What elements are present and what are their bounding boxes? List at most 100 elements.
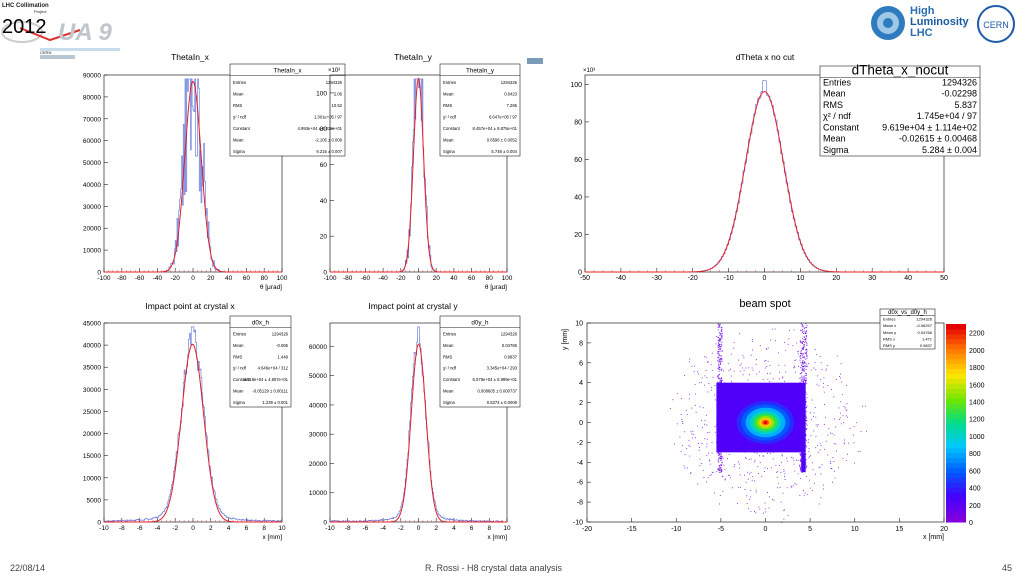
- scatter-dot: [825, 416, 826, 418]
- ua9-logo: LHC Collimation Project CERN UA 9: [0, 0, 160, 62]
- x-tick-label: -4: [155, 525, 161, 532]
- scatter-dot: [819, 356, 821, 358]
- scatter-dot: [680, 414, 682, 415]
- stats-key: Mean: [443, 388, 454, 393]
- scatter-dot: [730, 353, 732, 355]
- band-dot: [719, 350, 721, 352]
- y-tick-label: 8: [579, 340, 583, 347]
- x-tick-label: 0: [417, 275, 421, 282]
- band-dot: [721, 380, 723, 382]
- band-dot: [721, 335, 723, 337]
- scatter-dot: [812, 469, 814, 471]
- scatter-dot: [750, 496, 752, 498]
- color-scale-band: [946, 502, 966, 508]
- band-dot: [717, 339, 719, 341]
- band-dot: [802, 325, 804, 327]
- scatter-dot: [714, 399, 716, 401]
- scatter-dot: [828, 428, 830, 430]
- band-dot: [719, 458, 721, 460]
- scatter-dot: [694, 404, 696, 406]
- scatter-dot: [753, 461, 755, 463]
- band-dot: [804, 364, 806, 366]
- x-tick-label: -2: [398, 525, 404, 532]
- scatter-dot: [706, 438, 708, 440]
- band-dot: [719, 344, 721, 345]
- scatter-dot: [835, 426, 837, 428]
- scatter-dot: [788, 338, 790, 340]
- band-dot: [806, 393, 808, 395]
- band-dot: [803, 344, 805, 346]
- scatter-dot: [827, 434, 829, 436]
- y-tick-label: 80: [320, 126, 328, 133]
- band-dot: [804, 377, 806, 379]
- band-dot: [717, 329, 719, 331]
- stats-title: d0x_vs_d0y_h: [888, 310, 927, 316]
- band-dot: [805, 379, 807, 381]
- scatter-dot: [803, 376, 805, 378]
- stats-value: -0.02615 ± 0.00468: [899, 134, 977, 144]
- band-dot: [718, 353, 720, 355]
- scatter-dot: [707, 391, 709, 393]
- band-dot: [801, 332, 803, 334]
- band-dot: [719, 361, 721, 363]
- band-dot: [719, 337, 721, 339]
- scatter-dot: [723, 370, 725, 372]
- band-dot: [800, 379, 802, 381]
- scatter-dot: [781, 461, 782, 463]
- band-dot: [806, 420, 808, 422]
- scatter-dot: [748, 508, 749, 510]
- y-tick-label: -10: [573, 520, 583, 527]
- scatter-dot: [692, 437, 694, 439]
- gaussian-fit-line: [330, 343, 507, 523]
- band-dot: [806, 405, 808, 407]
- scatter-dot: [763, 512, 764, 514]
- band-dot: [720, 460, 722, 461]
- x-tick-label: -60: [361, 275, 371, 282]
- band-dot: [799, 467, 801, 469]
- stats-box: [229, 315, 292, 408]
- scatter-dot: [697, 442, 699, 444]
- y-axis-label: y [mm]: [562, 329, 569, 350]
- band-dot: [802, 348, 803, 350]
- scatter-dot: [688, 361, 690, 363]
- chart-title: ThetaIn_y: [394, 52, 433, 62]
- scatter-dot: [840, 401, 842, 403]
- scatter-dot: [763, 455, 765, 457]
- y-tick-label: 40: [320, 198, 328, 205]
- scatter-dot: [846, 403, 848, 405]
- scatter-dot: [794, 366, 796, 368]
- scatter-dot: [815, 447, 817, 449]
- scatter-dot: [822, 484, 824, 486]
- scatter-dot: [704, 420, 706, 422]
- stats-box: [439, 63, 521, 157]
- band-dot: [720, 336, 722, 338]
- scatter-dot: [823, 386, 825, 388]
- scatter-dot: [754, 452, 756, 453]
- scatter-dot: [707, 361, 709, 362]
- scatter-dot: [816, 354, 818, 356]
- scatter-dot: [770, 339, 772, 341]
- band-dot: [806, 416, 807, 418]
- scatter-dot: [774, 328, 776, 330]
- y-tick-label: 80000: [83, 94, 101, 101]
- scatter-dot: [747, 379, 749, 381]
- scatter-dot: [848, 442, 849, 444]
- band-dot: [720, 469, 722, 471]
- scatter-dot: [684, 431, 686, 433]
- scatter-dot: [711, 386, 713, 388]
- band-dot: [801, 375, 803, 377]
- scatter-dot: [836, 379, 837, 380]
- scatter-dot: [716, 471, 718, 473]
- scatter-dot: [839, 412, 841, 414]
- band-dot: [805, 414, 807, 416]
- band-dot: [805, 377, 807, 379]
- x-tick-label: 8: [487, 525, 491, 532]
- scatter-dot: [697, 371, 699, 373]
- scatter-dot: [787, 515, 789, 517]
- band-dot: [718, 339, 720, 341]
- band-dot: [803, 370, 805, 372]
- band-dot: [805, 374, 807, 376]
- scatter-dot: [817, 424, 819, 426]
- scatter-dot: [827, 454, 829, 456]
